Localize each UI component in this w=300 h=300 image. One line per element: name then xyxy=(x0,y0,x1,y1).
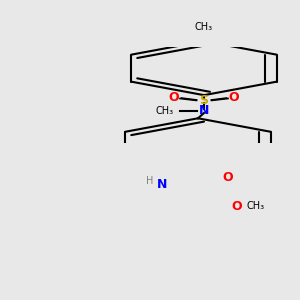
Text: S: S xyxy=(200,94,208,107)
Text: H: H xyxy=(146,176,154,186)
Text: O: O xyxy=(229,91,239,103)
Text: N: N xyxy=(199,104,209,117)
Text: CH₃: CH₃ xyxy=(246,201,264,211)
Text: CH₃: CH₃ xyxy=(195,22,213,32)
Text: O: O xyxy=(231,200,242,212)
Text: N: N xyxy=(157,178,167,191)
Text: O: O xyxy=(223,171,233,184)
Text: CH₃: CH₃ xyxy=(156,106,174,116)
Text: O: O xyxy=(169,91,179,103)
